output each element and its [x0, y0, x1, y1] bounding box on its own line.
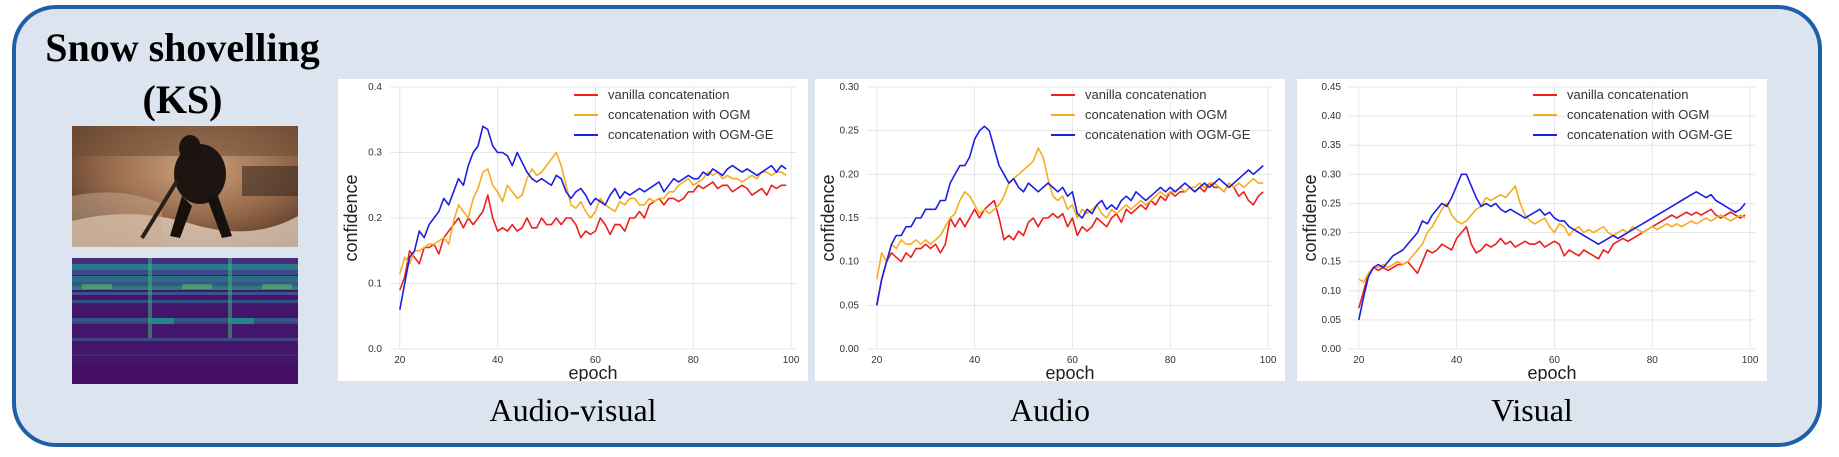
series-line	[876, 182, 1264, 306]
legend-label: concatenation with OGM	[1085, 107, 1227, 122]
y-tick-label: 0.00	[840, 344, 860, 355]
series-line	[399, 151, 787, 274]
x-tick-label: 40	[1451, 355, 1463, 366]
x-tick-label: 60	[590, 355, 602, 366]
y-tick-label: 0.1	[368, 279, 382, 290]
y-tick-label: 0.0	[368, 344, 382, 355]
x-tick-label: 20	[394, 355, 406, 366]
y-tick-label: 0.4	[368, 82, 382, 93]
y-tick-label: 0.05	[1322, 315, 1342, 326]
audio-spectrogram-thumbnail	[72, 258, 298, 384]
y-tick-label: 0.10	[840, 257, 860, 268]
title-line-1: Snow shovelling	[45, 25, 320, 70]
series-line	[399, 125, 787, 310]
x-tick-label: 40	[969, 355, 981, 366]
y-tick-label: 0.20	[840, 169, 860, 180]
y-axis-label: confidence	[341, 174, 361, 261]
x-tick-label: 40	[492, 355, 504, 366]
series-line	[1358, 173, 1746, 321]
legend-label: vanilla concatenation	[1085, 87, 1206, 102]
x-tick-label: 60	[1067, 355, 1079, 366]
y-tick-label: 0.10	[1322, 286, 1342, 297]
title-line-2: (KS)	[142, 77, 223, 122]
x-tick-label: 100	[1742, 355, 1759, 366]
chart-visual: 0.00 0.05 0.10 0.15 0.20 0.25 0.30 0.35 0.40 0.45…	[1297, 79, 1767, 381]
chart-svg-visual: 0.00 0.05 0.10 0.15 0.20 0.25 0.30 0.35 0.40 0.45…	[1300, 82, 1759, 381]
series-line	[1358, 208, 1746, 309]
caption-audio-visual: Audio-visual	[489, 392, 657, 428]
x-tick-label: 100	[783, 355, 800, 366]
legend-label: vanilla concatenation	[1567, 87, 1688, 102]
y-tick-label: 0.30	[1322, 169, 1342, 180]
y-tick-label: 0.25	[1322, 198, 1342, 209]
x-axis-label: epoch	[1527, 363, 1576, 381]
legend-label: concatenation with OGM	[1567, 107, 1709, 122]
chart-svg-audio: 0.00 0.05 0.10 0.15 0.20 0.25 0.30 20 40 60 80 100 e…	[818, 82, 1277, 381]
legend-label: concatenation with OGM-GE	[608, 127, 774, 142]
y-axis-label: confidence	[1300, 174, 1320, 261]
x-tick-label: 100	[1260, 355, 1277, 366]
y-tick-label: 0.35	[1322, 140, 1342, 151]
y-tick-label: 0.00	[1322, 344, 1342, 355]
series-line	[876, 147, 1264, 280]
x-tick-label: 60	[1549, 355, 1561, 366]
x-axis-label: epoch	[568, 363, 617, 381]
y-tick-label: 0.20	[1322, 228, 1342, 239]
x-tick-label: 20	[871, 355, 883, 366]
series-line	[876, 125, 1264, 306]
video-frame-thumbnail	[72, 126, 298, 247]
figure-title: Snow shovelling (KS)	[20, 22, 345, 126]
y-tick-label: 0.05	[840, 300, 860, 311]
legend-label: vanilla concatenation	[608, 87, 729, 102]
x-axis-label: epoch	[1045, 363, 1094, 381]
y-tick-label: 0.3	[368, 148, 382, 159]
chart-audio-visual: 0.0 0.1 0.2 0.3 0.4 20 40 60 80 100 epoch confidenc…	[338, 79, 808, 381]
y-tick-label: 0.25	[840, 126, 860, 137]
y-tick-label: 0.2	[368, 213, 382, 224]
x-tick-label: 80	[1165, 355, 1177, 366]
y-tick-label: 0.15	[840, 213, 860, 224]
y-tick-label: 0.30	[840, 82, 860, 93]
caption-audio: Audio	[1010, 392, 1090, 428]
legend-label: concatenation with OGM	[608, 107, 750, 122]
x-tick-label: 80	[1647, 355, 1659, 366]
chart-svg-audio-visual: 0.0 0.1 0.2 0.3 0.4 20 40 60 80 100 epoch confidenc…	[341, 82, 800, 381]
series-line	[399, 181, 787, 291]
chart-audio: 0.00 0.05 0.10 0.15 0.20 0.25 0.30 20 40 60 80 100 e…	[815, 79, 1285, 381]
x-tick-label: 80	[688, 355, 700, 366]
series-line	[1358, 185, 1746, 283]
y-axis-label: confidence	[818, 174, 838, 261]
caption-visual: Visual	[1491, 392, 1573, 428]
legend-label: concatenation with OGM-GE	[1567, 127, 1733, 142]
x-tick-label: 20	[1353, 355, 1365, 366]
legend-label: concatenation with OGM-GE	[1085, 127, 1251, 142]
y-tick-label: 0.15	[1322, 257, 1342, 268]
y-tick-label: 0.40	[1322, 111, 1342, 122]
y-tick-label: 0.45	[1322, 82, 1342, 93]
